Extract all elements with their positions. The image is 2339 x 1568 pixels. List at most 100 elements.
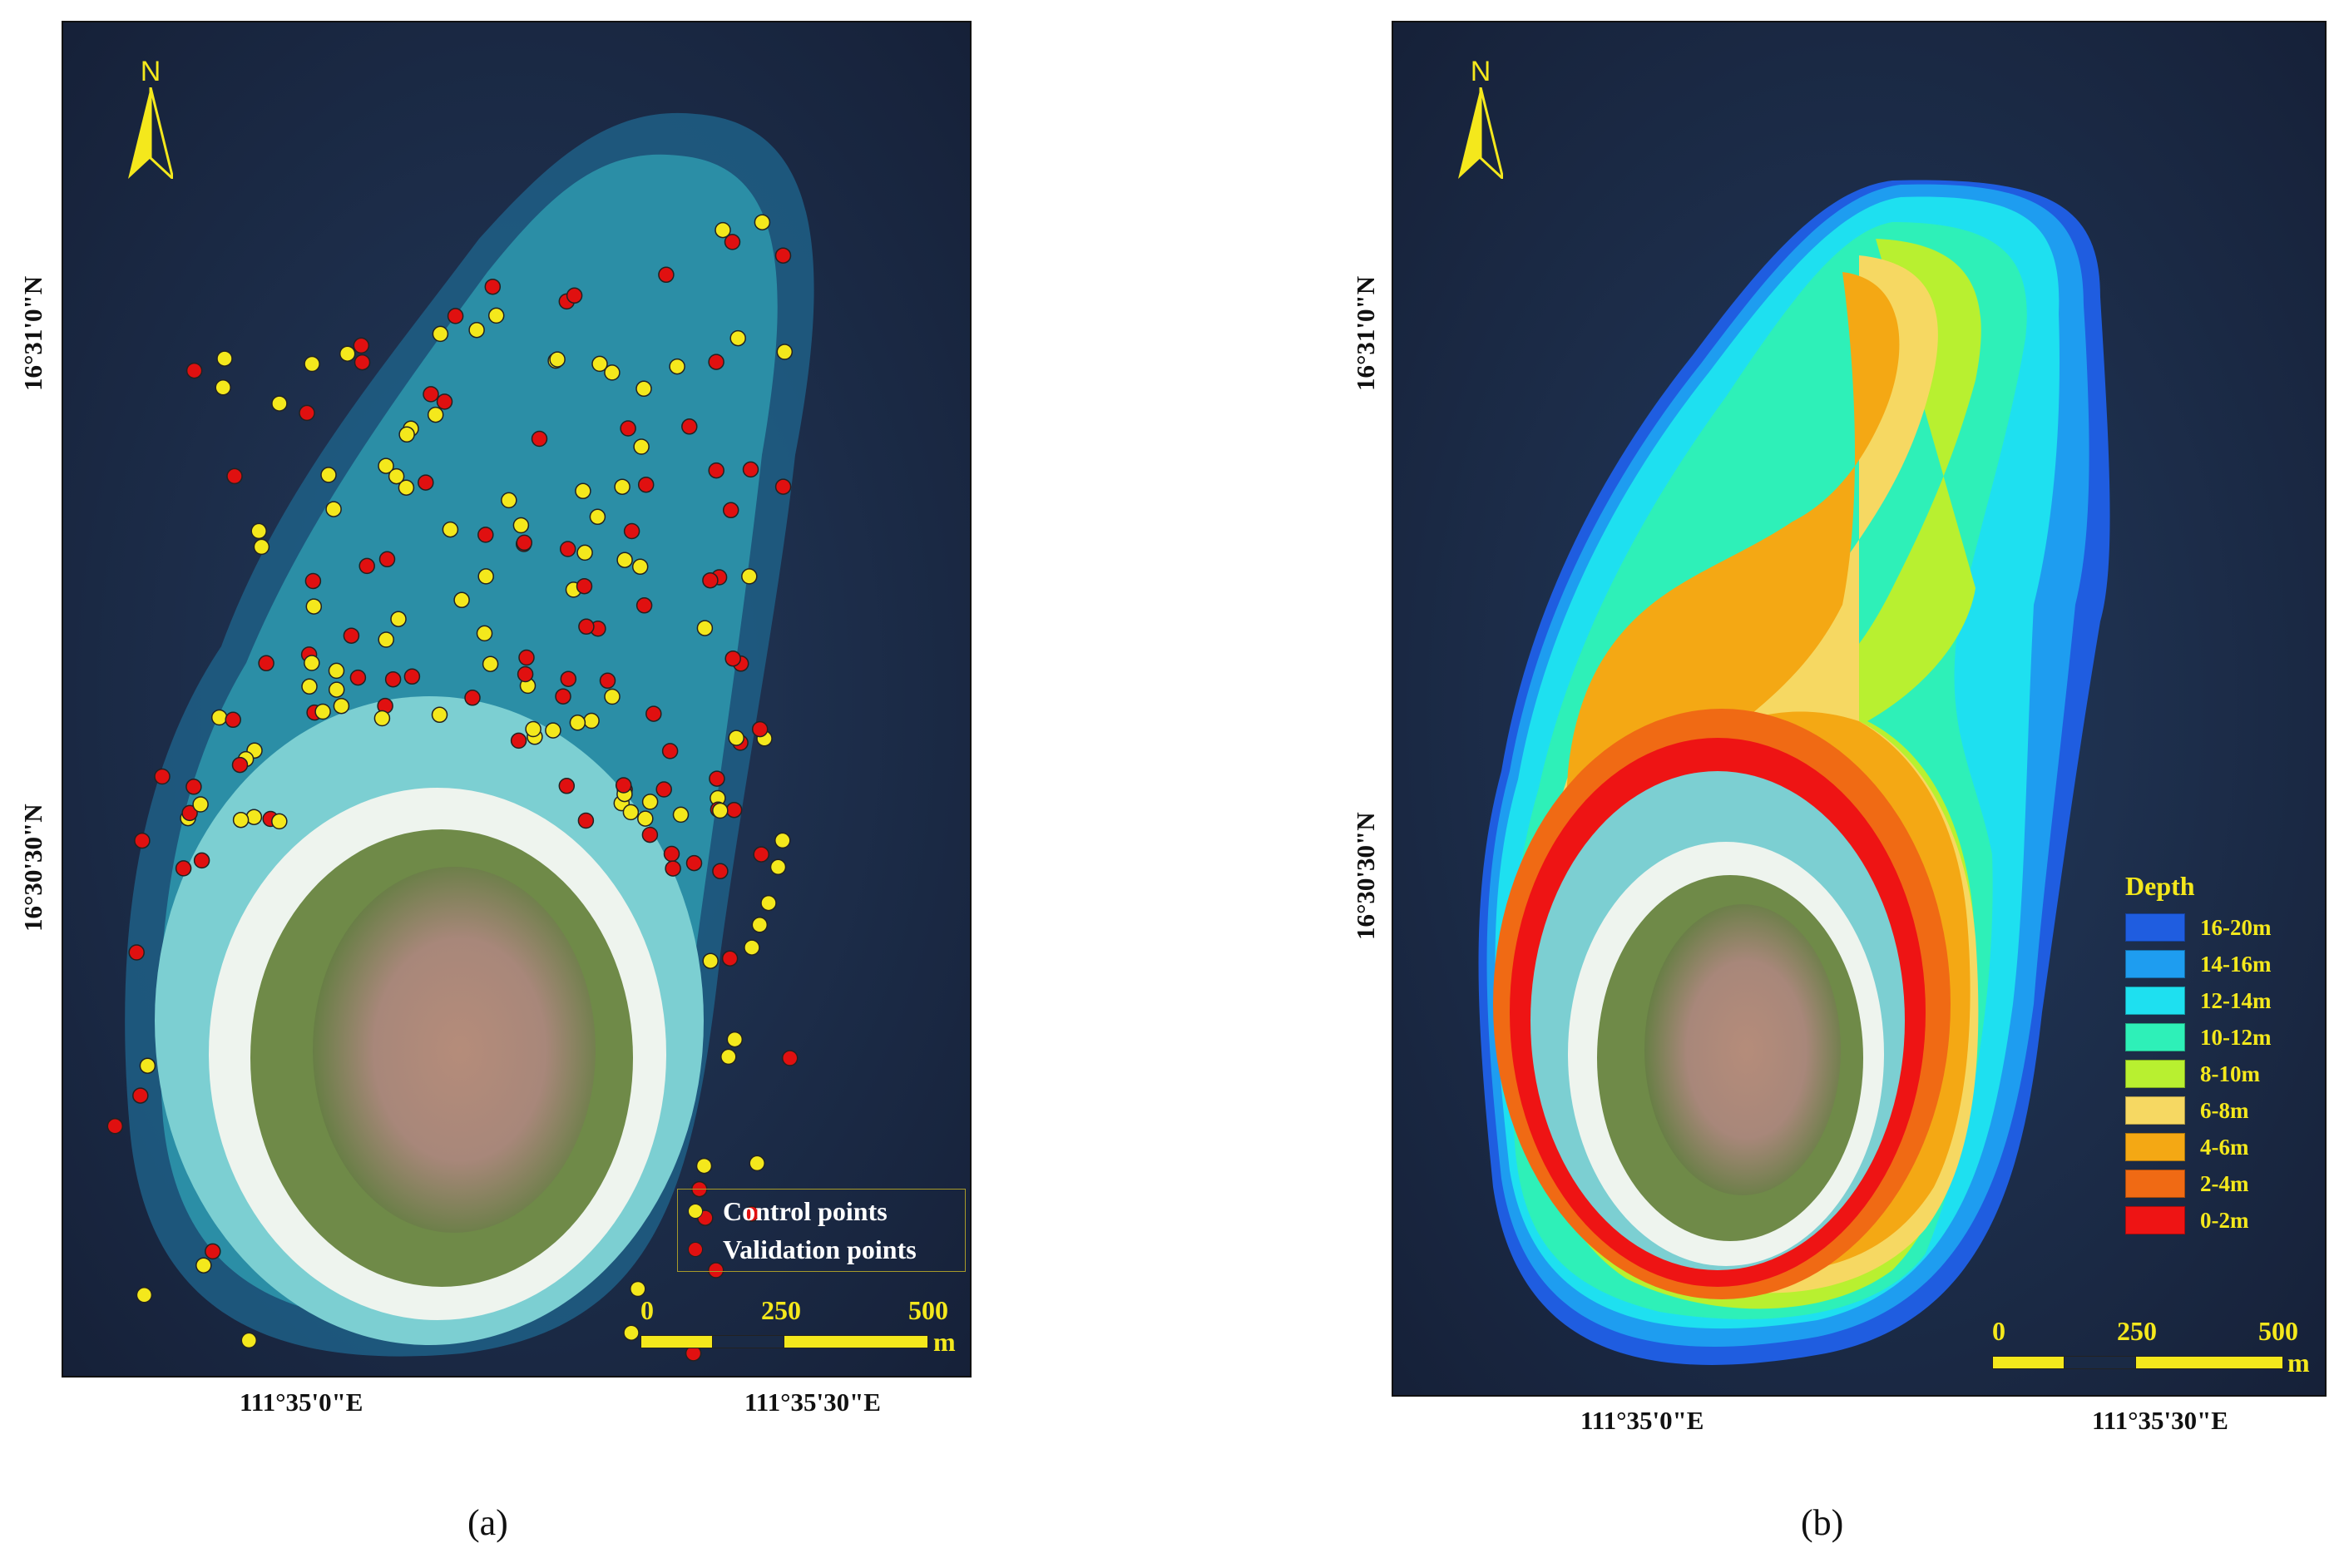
validation-point bbox=[531, 430, 548, 448]
control-point bbox=[320, 467, 337, 483]
control-point bbox=[754, 214, 771, 230]
control-point bbox=[398, 479, 415, 496]
control-point bbox=[569, 715, 586, 731]
validation-point bbox=[510, 732, 527, 749]
control-point bbox=[712, 802, 729, 819]
latitude-label: 16°31'0"N bbox=[1351, 275, 1380, 391]
validation-point bbox=[637, 476, 655, 493]
validation-point bbox=[577, 812, 595, 829]
depth-class-0-2m: 0-2m bbox=[2125, 1204, 2248, 1236]
control-point bbox=[576, 544, 593, 561]
scale-unit: m bbox=[933, 1327, 956, 1357]
control-point bbox=[325, 501, 342, 517]
validation-point bbox=[106, 1118, 124, 1135]
validation-point bbox=[181, 804, 198, 822]
control-point bbox=[253, 538, 270, 556]
north-arrow: N bbox=[121, 56, 180, 189]
control-point bbox=[388, 467, 405, 485]
validation-point bbox=[258, 655, 274, 672]
validation-point bbox=[418, 474, 434, 491]
depth-label: 16-20m bbox=[2200, 914, 2272, 940]
depth-label: 6-8m bbox=[2200, 1097, 2249, 1123]
control-point bbox=[696, 620, 714, 636]
scale-unit: m bbox=[2287, 1348, 2310, 1378]
validation-point bbox=[721, 950, 739, 967]
validation-point bbox=[725, 801, 743, 819]
validation-point bbox=[645, 705, 662, 722]
validation-point bbox=[205, 1243, 221, 1260]
control-point bbox=[271, 813, 288, 830]
control-point bbox=[589, 508, 606, 526]
latitude-label: 16°31'0"N bbox=[18, 275, 47, 391]
caption-a: (a) bbox=[467, 1502, 508, 1543]
control-point bbox=[468, 321, 485, 339]
validation-point bbox=[403, 668, 421, 685]
control-point bbox=[210, 709, 228, 726]
latitude-label: 16°30'30"N bbox=[18, 804, 47, 932]
control-point bbox=[641, 794, 659, 810]
depth-class-4-6m: 4-6m bbox=[2125, 1131, 2248, 1163]
control-point bbox=[398, 426, 415, 443]
depth-label: 12-14m bbox=[2200, 987, 2272, 1013]
control-point bbox=[432, 325, 449, 343]
validation-point bbox=[193, 852, 210, 869]
control-point bbox=[215, 379, 231, 396]
validation-point bbox=[558, 778, 576, 794]
satellite-image-a bbox=[63, 22, 970, 1376]
control-point bbox=[729, 329, 746, 347]
depth-swatch bbox=[2125, 1060, 2185, 1088]
depth-legend: Depth 16-20m 14-16m 12-14m 10-12m 8-10m 6-8m 4… bbox=[2125, 871, 2317, 1244]
validation-point bbox=[774, 247, 792, 264]
depth-label: 2-4m bbox=[2200, 1170, 2249, 1196]
longitude-label: 111°35'0"E bbox=[1580, 1406, 1704, 1435]
scale-tick: 0 bbox=[640, 1295, 654, 1325]
validation-point bbox=[353, 337, 370, 354]
control-point bbox=[575, 482, 591, 500]
control-point bbox=[442, 521, 459, 538]
validation-point bbox=[707, 1262, 724, 1279]
validation-point bbox=[781, 1050, 799, 1066]
control-point bbox=[390, 611, 407, 627]
validation-point bbox=[722, 502, 739, 519]
validation-point bbox=[712, 863, 729, 880]
validation-point bbox=[516, 534, 533, 552]
validation-point bbox=[134, 832, 151, 849]
control-point bbox=[583, 712, 600, 730]
north-arrow-icon bbox=[1458, 87, 1503, 179]
control-point bbox=[476, 625, 493, 642]
validation-point bbox=[484, 278, 502, 295]
control-point bbox=[139, 1057, 156, 1074]
validation-point bbox=[566, 287, 583, 304]
validation-point bbox=[343, 627, 360, 644]
validation-point bbox=[658, 266, 675, 284]
control-point bbox=[720, 1048, 737, 1066]
validation-point bbox=[681, 418, 698, 435]
depth-label: 10-12m bbox=[2200, 1024, 2272, 1050]
control-point bbox=[378, 458, 394, 474]
depth-legend-title: Depth bbox=[2125, 871, 2195, 901]
validation-point bbox=[620, 420, 636, 437]
control-point bbox=[525, 720, 541, 738]
validation-point bbox=[447, 308, 464, 324]
control-point bbox=[635, 380, 652, 398]
control-point bbox=[136, 1287, 153, 1303]
validation-point bbox=[304, 572, 322, 590]
control-point bbox=[702, 952, 719, 969]
legend-label: Validation points bbox=[723, 1234, 917, 1264]
validation-point bbox=[576, 577, 593, 595]
validation-point bbox=[742, 461, 759, 478]
control-point bbox=[378, 631, 394, 648]
control-point bbox=[760, 894, 777, 912]
control-point bbox=[630, 1280, 646, 1298]
validation-point bbox=[753, 846, 769, 863]
control-point bbox=[591, 355, 608, 373]
control-point bbox=[304, 655, 320, 671]
depth-class-12-14m: 12-14m bbox=[2125, 985, 2271, 1016]
validation-point-marker bbox=[688, 1242, 703, 1257]
control-point bbox=[305, 598, 323, 615]
control-point bbox=[749, 1155, 765, 1172]
control-point bbox=[512, 517, 530, 534]
points-legend: Control points Validation points bbox=[677, 1189, 966, 1272]
control-point bbox=[373, 710, 391, 727]
control-point bbox=[669, 358, 685, 375]
